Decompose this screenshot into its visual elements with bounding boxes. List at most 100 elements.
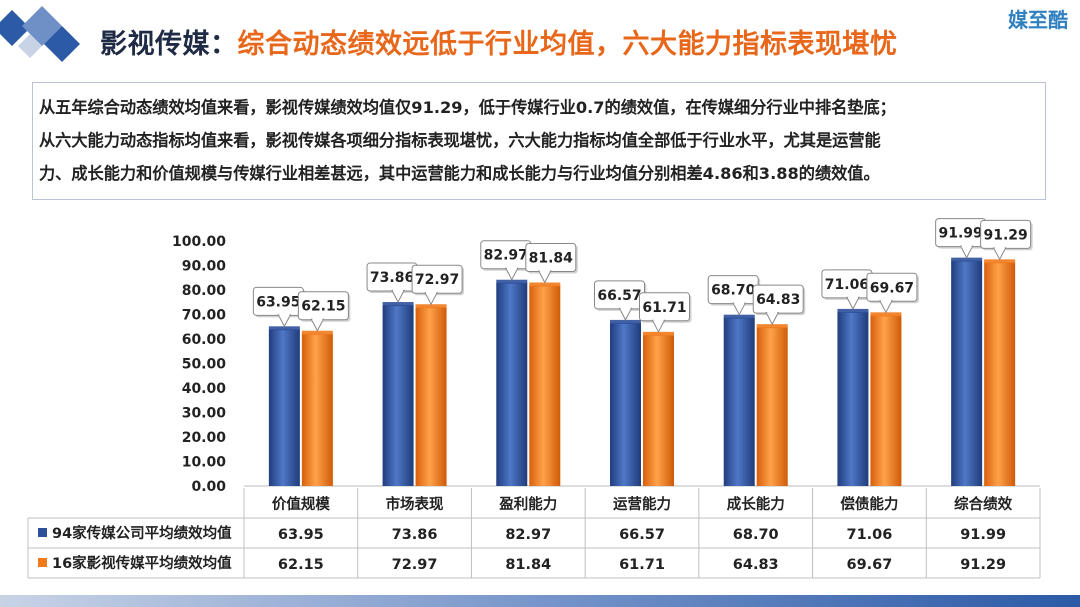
bar-top [984, 259, 1016, 264]
data-label: 64.83 [752, 284, 806, 326]
data-label-pointer [277, 314, 292, 328]
legend-label: 94家传媒公司平均绩效均值 [52, 524, 232, 542]
data-label-pointer [959, 245, 974, 259]
bar [984, 262, 1016, 486]
table-cell: 73.86 [392, 527, 438, 543]
summary-box: 从五年综合动态绩效均值来看，影视传媒绩效均值仅91.29，低于传媒行业0.7的绩… [32, 82, 1046, 200]
data-label: 62.15 [297, 291, 351, 332]
bar-top [382, 302, 414, 307]
bar [723, 317, 755, 486]
table-cell: 61.71 [619, 557, 665, 573]
data-label-joint [767, 311, 778, 315]
data-label-joint [994, 246, 1005, 250]
data-label-text: 73.86 [370, 270, 414, 286]
data-label-text: 64.83 [756, 292, 800, 308]
data-label-text: 62.15 [301, 299, 345, 315]
data-label-text: 91.29 [983, 227, 1027, 243]
data-label: 61.71 [639, 292, 692, 333]
y-tick-label: 40.00 [182, 381, 227, 397]
data-label-pointer [424, 292, 438, 306]
bar-top [268, 326, 300, 331]
data-label-pointer [618, 307, 633, 321]
bar-top [756, 324, 788, 329]
y-tick-label: 90.00 [182, 259, 227, 275]
bar [951, 260, 983, 486]
table-cell: 66.57 [619, 527, 665, 543]
bar-top [870, 312, 902, 317]
table-cell: 81.84 [505, 557, 551, 573]
bar [415, 307, 447, 486]
data-label-text: 82.97 [484, 248, 528, 264]
table-cell: 71.06 [846, 527, 892, 543]
x-tick-label: 成长能力 [727, 495, 785, 513]
data-label-pointer [879, 300, 893, 314]
legend-swatch [38, 528, 47, 537]
table-cell: 68.70 [733, 527, 779, 543]
data-label-pointer [537, 270, 552, 284]
data-label-joint [880, 299, 891, 303]
data-label: 72.97 [411, 264, 465, 306]
data-label-joint [961, 244, 972, 248]
data-label-text: 72.97 [415, 272, 459, 288]
x-tick-label: 价值规模 [272, 495, 330, 513]
data-label: 69.67 [866, 272, 919, 314]
legend-swatch [38, 558, 47, 567]
data-label-joint [653, 318, 664, 322]
y-tick-label: 30.00 [182, 406, 227, 422]
table-cell: 91.29 [960, 557, 1006, 573]
data-label: 68.70 [707, 275, 761, 316]
table-cell: 72.97 [392, 557, 438, 573]
data-label-joint [312, 317, 323, 321]
data-label-pointer [310, 318, 325, 332]
bar-top [415, 304, 447, 309]
brand-name: 媒至酷 [1008, 8, 1068, 32]
data-label-joint [393, 289, 404, 293]
legend-label: 16家影视传媒平均绩效均值 [52, 554, 232, 572]
x-tick-label: 运营能力 [613, 495, 671, 513]
data-label-text: 63.95 [256, 294, 300, 310]
bar-top [610, 319, 641, 324]
data-label-pointer [765, 312, 780, 326]
data-label: 73.86 [366, 262, 420, 304]
page-title: 影视传媒：综合动态绩效远低于行业均值，六大能力指标表现堪忧 [100, 22, 898, 68]
logo-diamonds [0, 6, 80, 62]
table-cell: 64.83 [733, 557, 779, 573]
table-cell: 91.99 [960, 527, 1006, 543]
bar-top [529, 282, 561, 287]
data-label: 71.06 [821, 269, 874, 310]
bar [610, 322, 641, 486]
bar [870, 315, 902, 486]
y-tick-label: 60.00 [182, 332, 227, 348]
bar-top [951, 257, 983, 262]
bar-top [723, 314, 755, 319]
data-label-text: 61.71 [642, 300, 686, 316]
table-cell: 69.67 [846, 557, 892, 573]
bar-chart: 0.00 10.00 20.00 30.00 40.00 50.00 60.00 70.00 8… [27, 218, 1041, 579]
summary-line-3: 力、成长能力和价值规模与传媒行业相差甚远，其中运营能力和成长能力与行业均值分别相… [39, 164, 880, 183]
data-label: 82.97 [480, 240, 533, 281]
bar-top [496, 279, 528, 284]
x-tick-label: 盈利能力 [498, 495, 557, 513]
data-label: 66.57 [594, 280, 647, 321]
data-label: 63.95 [252, 286, 306, 328]
summary-line-2: 从六大能力动态指标均值来看，影视传媒各项细分指标表现堪忧，六大能力指标均值全部低… [39, 131, 881, 150]
y-tick-label: 100.00 [172, 234, 226, 250]
data-label-joint [620, 306, 631, 310]
data-label-pointer [391, 290, 405, 304]
data-label-text: 81.84 [529, 250, 574, 266]
data-label-text: 66.57 [597, 288, 641, 304]
table-cell: 82.97 [505, 527, 551, 543]
table-cell: 62.15 [278, 557, 324, 573]
y-tick-label: 20.00 [182, 430, 227, 446]
y-tick-label: 0.00 [191, 479, 226, 495]
data-label-text: 68.70 [711, 283, 756, 299]
bar-top [643, 331, 674, 336]
data-label-pointer [732, 302, 747, 316]
bar [268, 329, 300, 486]
title-prefix: 影视传媒： [100, 29, 238, 60]
y-tick-label: 70.00 [182, 308, 227, 324]
bar [643, 334, 674, 486]
bar [529, 285, 561, 486]
table-cell: 63.95 [278, 527, 324, 543]
data-label-joint [506, 266, 517, 270]
